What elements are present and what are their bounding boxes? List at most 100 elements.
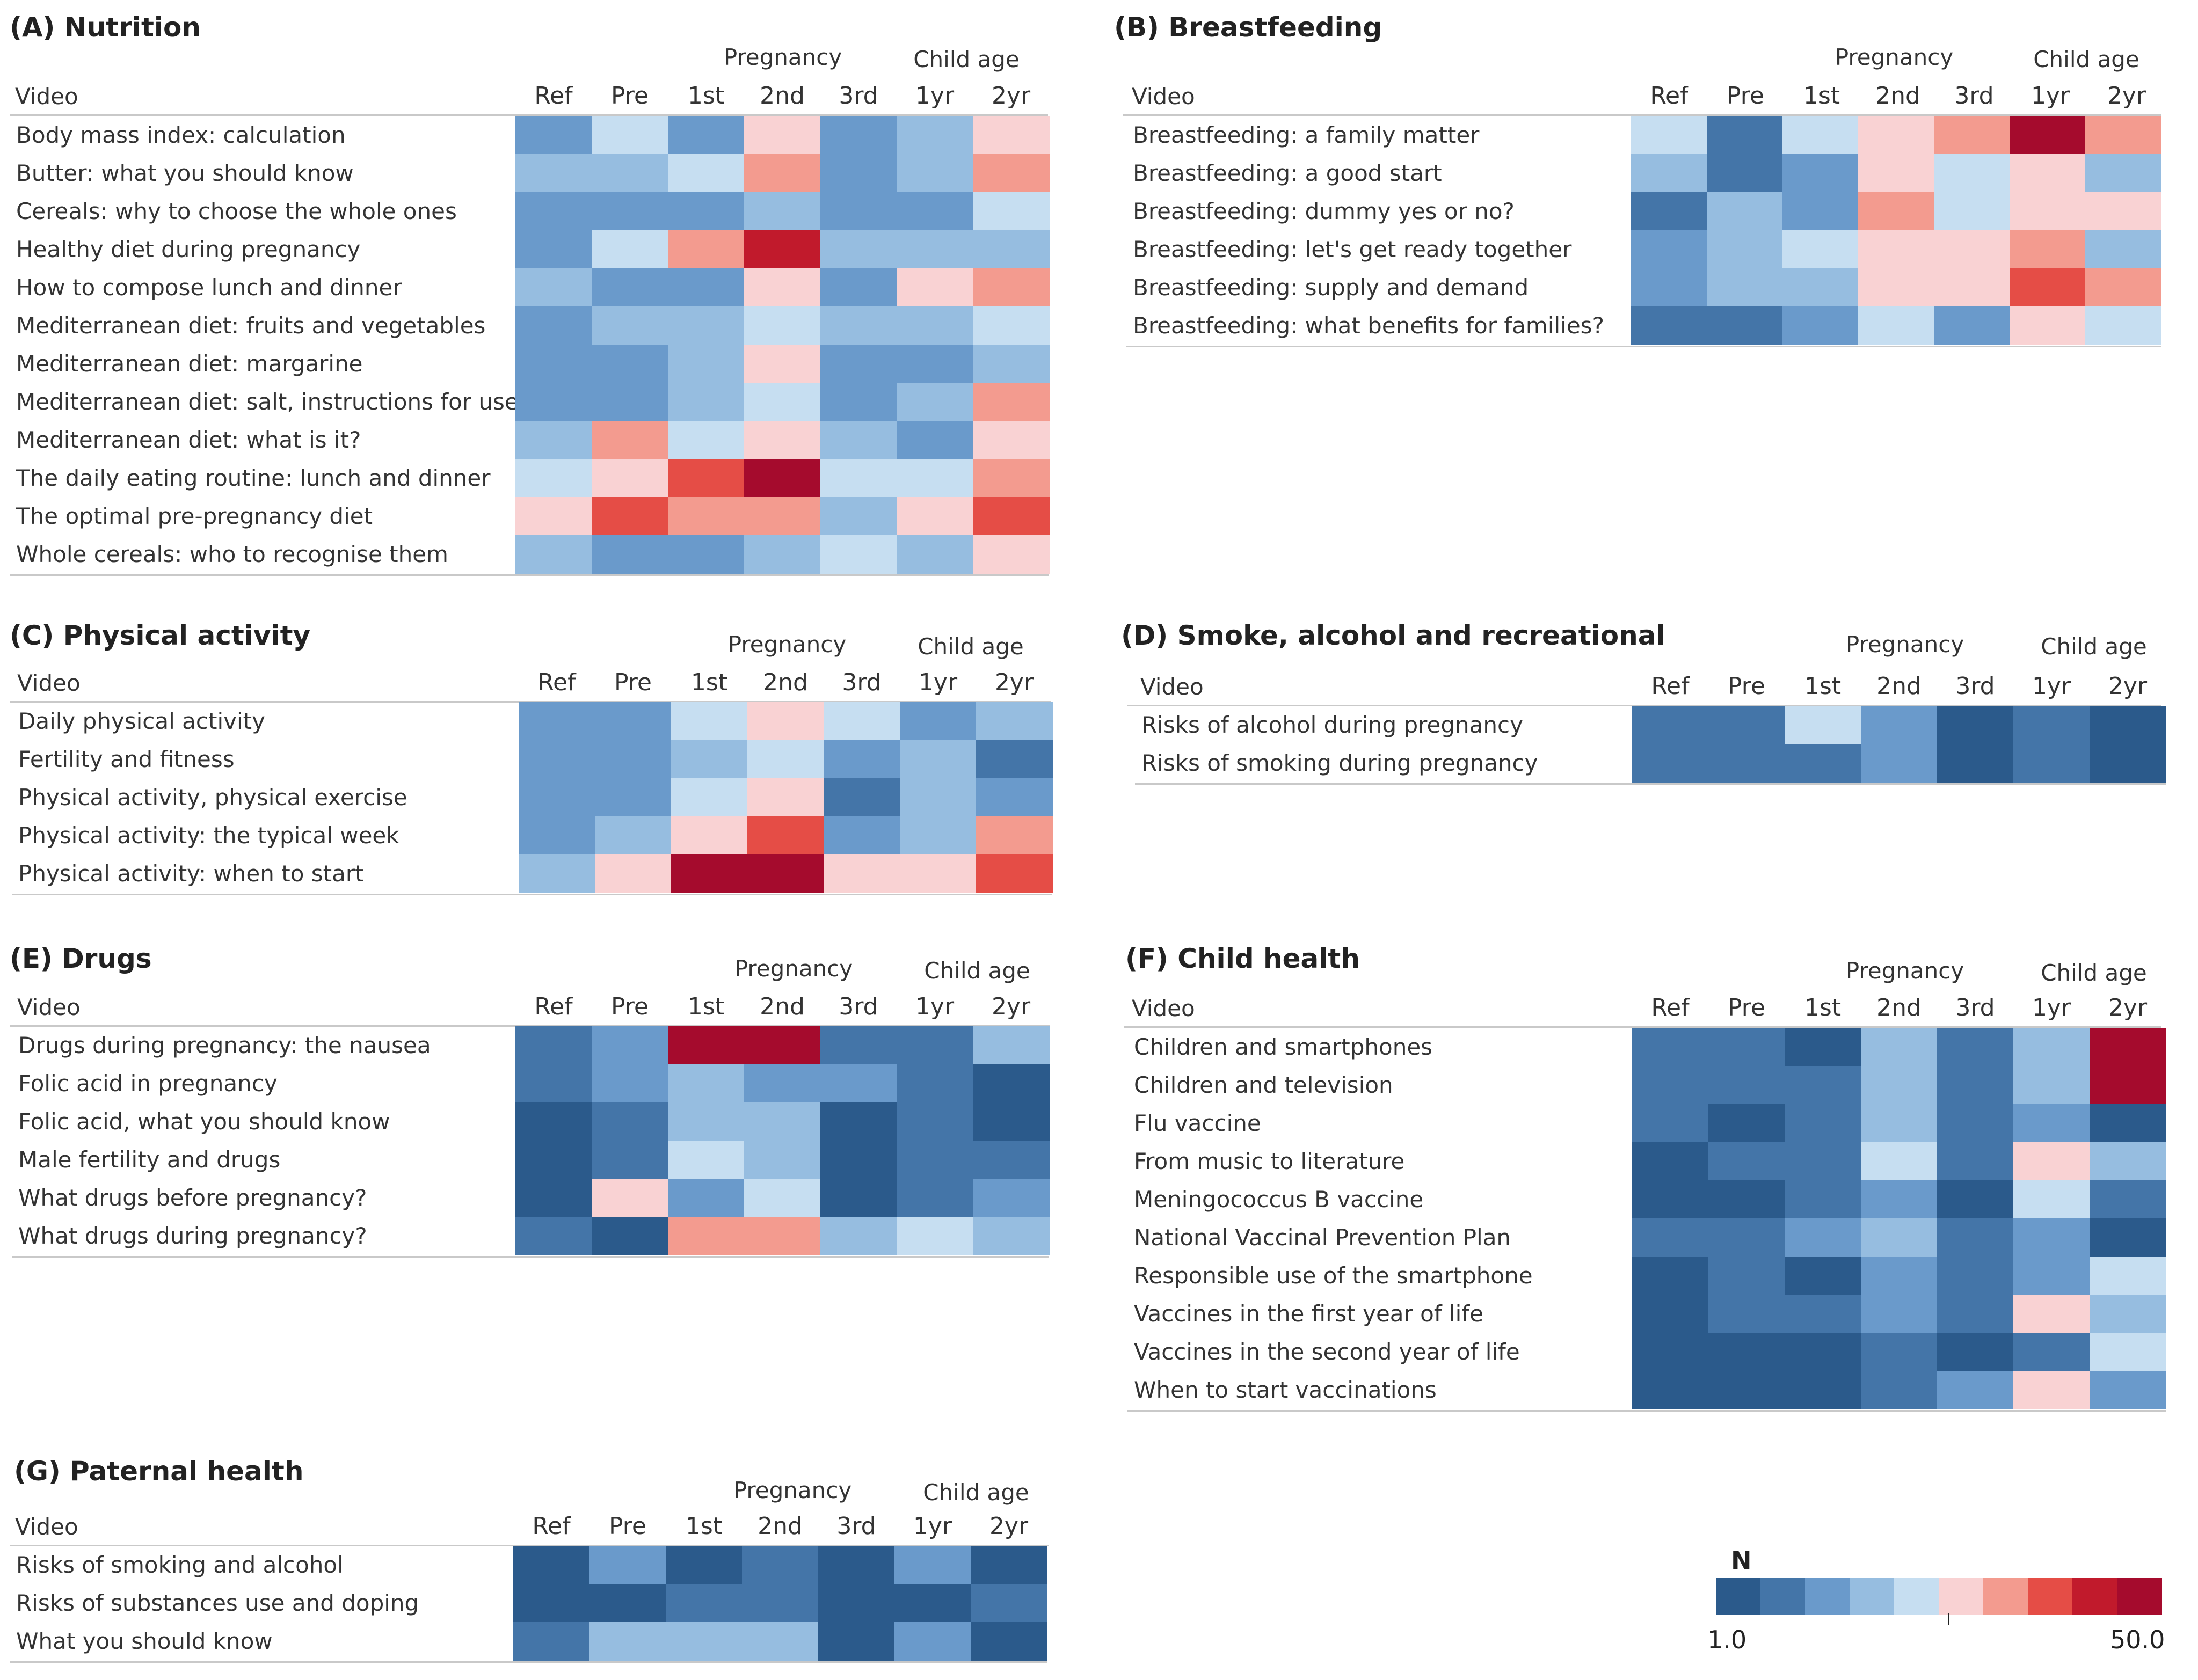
heatmap-cell	[742, 1546, 819, 1584]
column-label-2nd: 2nd	[760, 82, 805, 109]
row-label: When to start vaccinations	[1134, 1377, 1437, 1403]
heatmap-cell	[744, 268, 821, 307]
heatmap-cell	[973, 383, 1050, 421]
heatmap-cell	[744, 383, 821, 421]
heatmap-cell	[1861, 1257, 1938, 1295]
heatmap-cell	[589, 1622, 666, 1661]
row-label: Vaccines in the first year of life	[1134, 1301, 1483, 1327]
heatmap-cell	[1858, 306, 1934, 345]
group-label-child-age: Child age	[923, 1479, 1029, 1506]
heatmap-cell	[744, 230, 821, 269]
row-label: Breastfeeding: supply and demand	[1133, 274, 1529, 301]
heatmap-cell	[1937, 1371, 2014, 1409]
heatmap-cell	[820, 497, 897, 536]
heatmap-cell	[2010, 116, 2086, 155]
heatmap-cell	[820, 535, 897, 574]
heatmap-cell	[1708, 1180, 1785, 1219]
heatmap-cell	[973, 268, 1050, 307]
column-label-3rd: 3rd	[842, 669, 882, 696]
header-rule	[1123, 114, 2161, 116]
heatmap-cell	[2085, 192, 2161, 231]
heatmap-cell	[592, 1217, 668, 1255]
heatmap-cell	[592, 459, 668, 498]
heatmap-cell	[1937, 1028, 2014, 1067]
row-label: Risks of substances use and doping	[16, 1590, 419, 1616]
heatmap-cell	[1937, 1142, 2014, 1181]
heatmap-cell	[668, 268, 745, 307]
heatmap-cell	[2090, 706, 2166, 744]
heatmap-cell	[1934, 192, 2010, 231]
heatmap-cell	[1708, 1257, 1785, 1295]
heatmap-cell	[820, 1217, 897, 1255]
panel-title: (D) Smoke, alcohol and recreational	[1121, 620, 1665, 651]
panel-title: (F) Child health	[1125, 943, 1360, 974]
heatmap-cell	[2010, 306, 2086, 345]
heatmap-cell	[2090, 1371, 2166, 1409]
heatmap-cell	[820, 154, 897, 193]
heatmap-cell	[897, 306, 973, 345]
heatmap-cell	[1785, 1257, 1861, 1295]
header-rule	[1127, 705, 2161, 706]
heatmap-cell	[820, 306, 897, 345]
heatmap-cell	[744, 459, 821, 498]
heatmap-cell	[820, 1026, 897, 1065]
panel-title: (B) Breastfeeding	[1114, 12, 1382, 43]
column-label-pre: Pre	[1728, 673, 1765, 700]
group-label-child-age: Child age	[2041, 960, 2147, 986]
heatmap-cell	[744, 1141, 821, 1179]
row-label: Cereals: why to choose the whole ones	[16, 198, 457, 224]
heatmap-cell	[515, 345, 592, 383]
heatmap-cell	[2085, 116, 2161, 155]
column-label-1yr: 1yr	[2032, 673, 2071, 700]
heatmap-cell	[897, 1141, 973, 1179]
heatmap-cell	[747, 778, 824, 817]
heatmap-cell	[668, 383, 745, 421]
heatmap-cell	[668, 497, 745, 536]
row-header: Video	[1140, 674, 1204, 700]
column-label-2yr: 2yr	[2108, 994, 2148, 1021]
heatmap-cell	[971, 1622, 1047, 1661]
legend-swatch	[2117, 1578, 2162, 1615]
row-label: Breastfeeding: what benefits for familie…	[1133, 312, 1604, 339]
heatmap-cell	[897, 459, 973, 498]
row-label: What drugs during pregnancy?	[18, 1223, 367, 1249]
heatmap-cell	[744, 421, 821, 459]
heatmap-cell	[2010, 154, 2086, 193]
heatmap-cell	[2090, 1142, 2166, 1181]
header-rule	[10, 114, 1048, 116]
heatmap-cell	[824, 702, 900, 741]
heatmap-cell	[824, 854, 900, 893]
column-label-1st: 1st	[1803, 82, 1840, 109]
heatmap-cell	[897, 1179, 973, 1217]
heatmap-cell	[1708, 1218, 1785, 1257]
heatmap-cell	[592, 1102, 668, 1141]
legend-swatch	[2072, 1578, 2117, 1615]
heatmap-cell	[515, 421, 592, 459]
heatmap-cell	[897, 268, 973, 307]
heatmap-cell	[515, 154, 592, 193]
heatmap-cell	[671, 778, 748, 817]
row-label: Mediterranean diet: margarine	[16, 350, 363, 377]
heatmap-cell	[820, 1179, 897, 1217]
column-label-pre: Pre	[611, 82, 649, 109]
panel-title: (A) Nutrition	[10, 12, 201, 43]
heatmap-cell	[592, 1141, 668, 1179]
heatmap-cell	[1782, 230, 1859, 269]
heatmap-cell	[1631, 306, 1707, 345]
heatmap-cell	[671, 740, 748, 779]
heatmap-cell	[2090, 744, 2166, 783]
group-label-child-age: Child age	[2033, 46, 2139, 72]
heatmap-cell	[1782, 154, 1859, 193]
column-label-1st: 1st	[685, 1513, 723, 1540]
row-label: The daily eating routine: lunch and dinn…	[16, 465, 491, 491]
heatmap-cell	[668, 535, 745, 574]
legend-swatch	[1760, 1578, 1806, 1615]
heatmap-cell	[1708, 1104, 1785, 1143]
heatmap-cell	[515, 230, 592, 269]
heatmap-cell	[1934, 116, 2010, 155]
group-label-pregnancy: Pregnancy	[1835, 44, 1954, 70]
row-label: Body mass index: calculation	[16, 122, 346, 148]
column-label-2nd: 2nd	[758, 1513, 803, 1540]
heatmap-cell	[1937, 744, 2014, 783]
